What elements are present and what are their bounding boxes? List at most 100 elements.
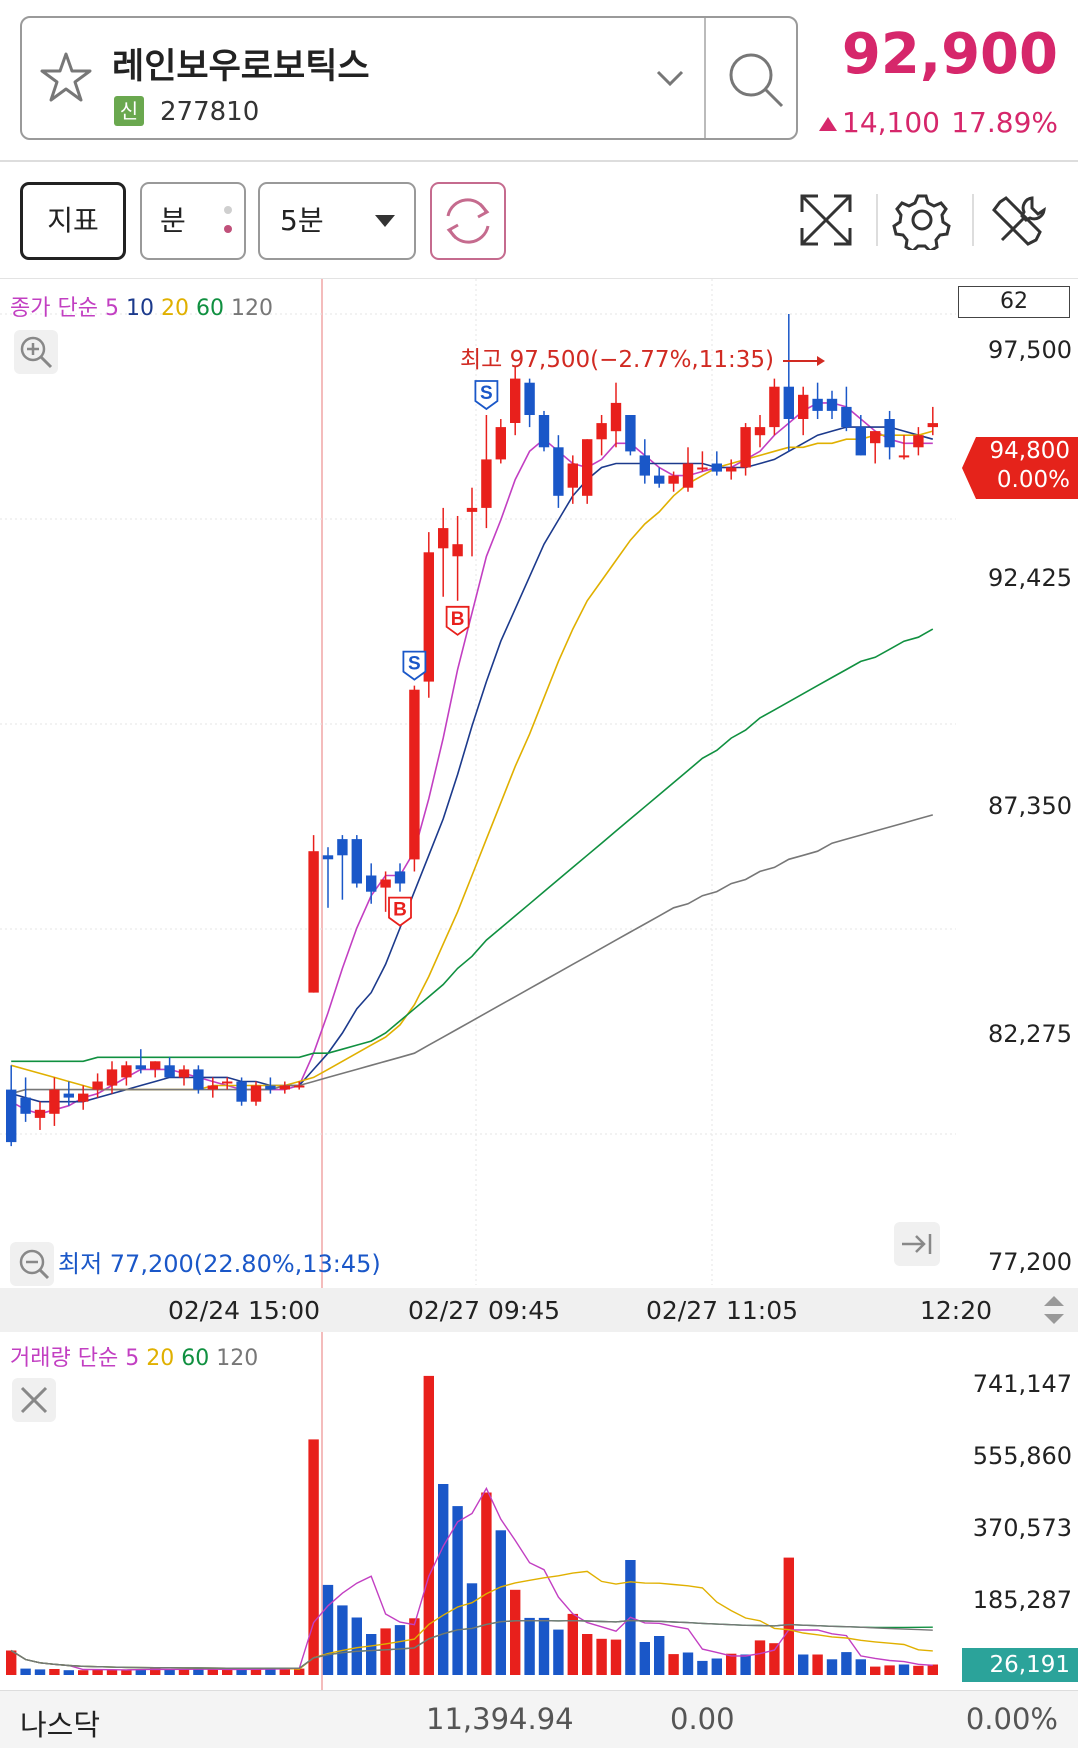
caret-down-icon [375, 215, 395, 227]
volume-bar [481, 1492, 492, 1675]
candle-body [20, 1097, 31, 1114]
close-icon [20, 1386, 48, 1414]
signal-marker-1 [474, 380, 499, 411]
volume-bar [841, 1652, 852, 1675]
candle-body [812, 398, 823, 411]
vol-legend-5: 5 [125, 1346, 140, 1371]
candle-body [279, 1085, 290, 1090]
refresh-icon [446, 198, 490, 244]
volume-bar [78, 1670, 89, 1675]
interval-select[interactable]: 5분 [258, 182, 416, 260]
volume-bar [654, 1636, 665, 1675]
star-icon[interactable] [38, 50, 94, 106]
candle-body [913, 435, 924, 448]
volume-legend[interactable]: 거래량 단순 5 20 60 120 [10, 1340, 258, 1372]
volume-bar [610, 1639, 622, 1675]
current-price-tag-value: 94,800 [989, 438, 1070, 464]
scroll-to-end-button[interactable] [894, 1222, 940, 1266]
candle-body [711, 463, 722, 472]
volume-bar [538, 1617, 550, 1675]
candle-body [884, 419, 895, 448]
volume-bar [826, 1659, 838, 1675]
current-price-tag-pct: 0.00% [996, 467, 1070, 493]
candle-body [63, 1093, 74, 1098]
volume-bar [322, 1584, 334, 1675]
candle-count-box: 62 [958, 286, 1070, 318]
divider [704, 18, 706, 138]
candle-body [322, 855, 334, 860]
candle-body [726, 467, 737, 472]
vol-legend-120: 120 [216, 1346, 259, 1371]
zoom-reset-icon [19, 1249, 50, 1280]
volume-bar [135, 1669, 146, 1675]
gear-icon[interactable] [892, 190, 952, 250]
candle-body [380, 879, 391, 888]
candle-body [870, 431, 881, 444]
candle-body [193, 1069, 204, 1090]
volume-bar [6, 1650, 17, 1675]
candle-body [135, 1065, 146, 1070]
ma-legend[interactable]: 종가 단순 5 10 20 60 120 [10, 290, 273, 322]
volume-bar [92, 1669, 103, 1675]
current-volume-tag: 26,191 [962, 1648, 1078, 1682]
volume-bar [898, 1664, 910, 1675]
volume-bar [884, 1665, 895, 1675]
ma-legend-10: 10 [125, 296, 154, 321]
volume-bar [308, 1439, 319, 1675]
axis-toggle-icon[interactable] [1036, 1290, 1072, 1330]
volume-bar [754, 1640, 766, 1675]
chart-top-border [0, 278, 1078, 279]
candle-body [783, 386, 794, 419]
volume-bar [294, 1668, 305, 1675]
volume-bar [682, 1652, 694, 1675]
candle-body [495, 427, 506, 460]
tools-icon[interactable] [992, 190, 1052, 250]
high-annotation: 최고 97,500(−2.77%,11:35) [460, 340, 826, 374]
candle-body [754, 427, 766, 436]
volume-bar [769, 1643, 780, 1675]
volume-bar [553, 1629, 564, 1675]
up-triangle-icon [819, 117, 837, 131]
chevron-down-icon[interactable] [652, 62, 688, 92]
volume-bar [639, 1642, 650, 1675]
minute-button[interactable]: 분 [140, 182, 246, 260]
candle-body [682, 463, 694, 488]
volume-bar [49, 1669, 60, 1675]
volume-bar [178, 1669, 190, 1675]
refresh-button[interactable] [430, 182, 506, 260]
credit-badge: 신 [114, 96, 144, 126]
zoom-in-icon[interactable] [14, 330, 58, 374]
signal-label-1: S [480, 383, 493, 404]
reset-zoom-button[interactable] [10, 1242, 54, 1286]
y-label-97500: 97,500 [988, 336, 1072, 364]
candle-body [927, 423, 938, 428]
candle-body [164, 1065, 175, 1078]
expand-icon[interactable] [796, 190, 856, 250]
y-label-82275: 82,275 [988, 1020, 1072, 1048]
stock-selector[interactable] [20, 16, 798, 140]
volume-ma-5 [10, 1486, 933, 1671]
volume-bar [193, 1669, 204, 1675]
search-icon[interactable] [720, 44, 790, 114]
vol-legend-60: 60 [181, 1346, 210, 1371]
candle-body [6, 1089, 17, 1143]
index-value: 11,394.94 [426, 1702, 574, 1736]
volume-bar [567, 1613, 578, 1675]
index-ticker-bar[interactable] [0, 1690, 1078, 1748]
price-chart[interactable]: S S B B [0, 279, 1078, 1690]
indicator-button[interactable]: 지표 [20, 182, 126, 260]
volume-bar [927, 1664, 938, 1675]
vol-y-label-2: 370,573 [972, 1514, 1072, 1542]
close-volume-button[interactable] [12, 1378, 56, 1422]
candle-body [596, 423, 607, 440]
x-label-0: 02/24 15:00 [168, 1296, 321, 1325]
candle-body [438, 528, 449, 549]
volume-bar [20, 1668, 31, 1675]
ma-line-120 [10, 814, 934, 1095]
volume-bar [106, 1669, 118, 1675]
volume-ma-120 [10, 1619, 933, 1670]
volume-bar [510, 1589, 521, 1675]
volume-bar [452, 1506, 463, 1675]
candle-body [898, 455, 910, 458]
candle-body [150, 1061, 161, 1070]
